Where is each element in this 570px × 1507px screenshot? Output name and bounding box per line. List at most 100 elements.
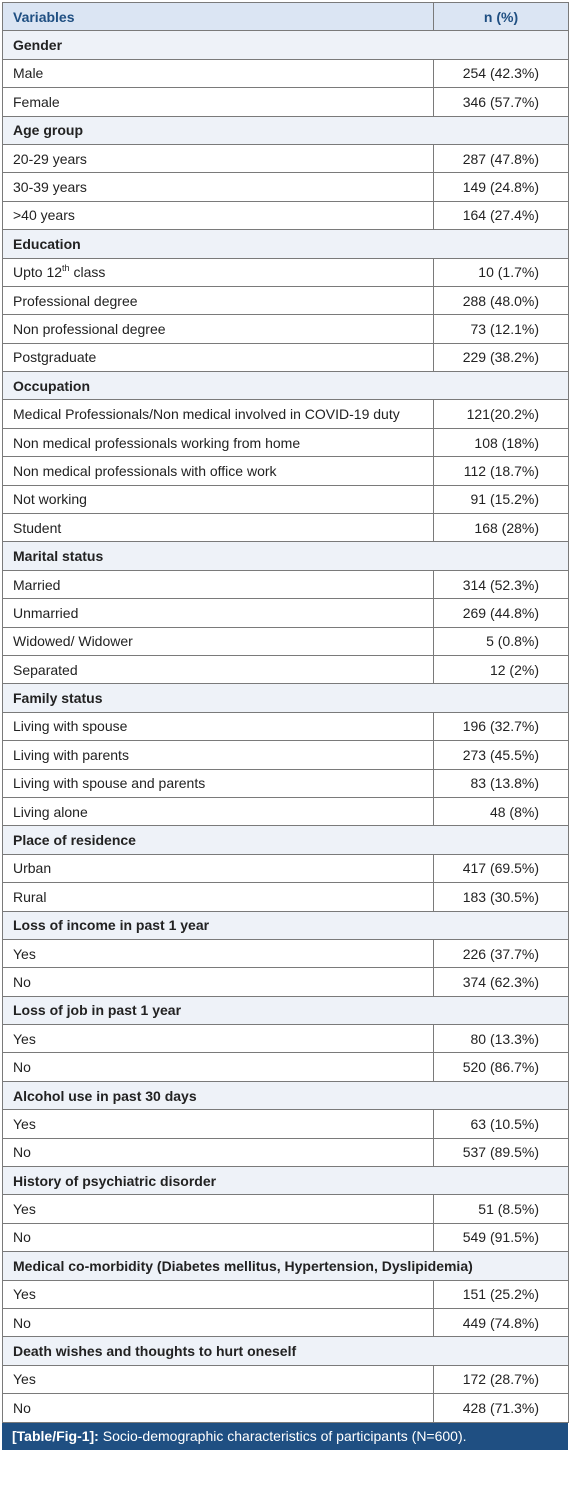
- section-title: Family status: [2, 683, 569, 713]
- table-row: No 537 (89.5%): [2, 1137, 569, 1168]
- count-value: 428 (71.3%): [433, 1393, 569, 1423]
- table-row: Married 314 (52.3%): [2, 569, 569, 600]
- count-value: 549 (91.5%): [433, 1222, 569, 1253]
- section-row: Medical co-morbidity (Diabetes mellitus,…: [2, 1251, 569, 1281]
- count-value: 168 (28%): [433, 513, 569, 543]
- demographics-table: Variables n (%) Gender Male 254 (42.3%) Fem…: [2, 1, 569, 1423]
- table-row: Non medical professionals with office wo…: [2, 456, 569, 486]
- variable-label: Yes: [2, 938, 434, 969]
- count-value: 269 (44.8%): [433, 598, 569, 628]
- section-row: Loss of income in past 1 year: [2, 910, 569, 940]
- count-value: 229 (38.2%): [433, 342, 569, 373]
- count-value: 172 (28.7%): [433, 1364, 569, 1395]
- section-title: Age group: [2, 115, 569, 145]
- table-row: Not working 91 (15.2%): [2, 484, 569, 515]
- variable-label: Living with spouse and parents: [2, 768, 434, 798]
- table-row: Yes 172 (28.7%): [2, 1364, 569, 1395]
- table-row: Non medical professionals working from h…: [2, 427, 569, 458]
- count-value: 346 (57.7%): [433, 87, 569, 117]
- variable-label: Separated: [2, 654, 434, 685]
- section-title: Loss of income in past 1 year: [2, 910, 569, 940]
- section-title: Gender: [2, 30, 569, 60]
- variable-label: Rural: [2, 882, 434, 912]
- variable-label: Unmarried: [2, 598, 434, 628]
- section-title: Education: [2, 229, 569, 259]
- section-row: Loss of job in past 1 year: [2, 995, 569, 1026]
- count-value: 196 (32.7%): [433, 711, 569, 742]
- table-row: Yes 63 (10.5%): [2, 1109, 569, 1139]
- caption-text: Socio-demographic characteristics of par…: [102, 1427, 467, 1444]
- variable-label: Widowed/ Widower: [2, 626, 434, 656]
- section-row: Death wishes and thoughts to hurt onesel…: [2, 1336, 569, 1366]
- count-value: 417 (69.5%): [433, 853, 569, 884]
- count-value: 121(20.2%): [433, 399, 569, 429]
- variable-label: Yes: [2, 1364, 434, 1395]
- table-row: Upto 12th class 10 (1.7%): [2, 257, 569, 287]
- count-value: 314 (52.3%): [433, 569, 569, 600]
- count-value: 63 (10.5%): [433, 1109, 569, 1139]
- table-row: 20-29 years 287 (47.8%): [2, 143, 569, 174]
- table-row: >40 years 164 (27.4%): [2, 200, 569, 231]
- section-row: Occupation: [2, 371, 569, 401]
- header-n-percent: n (%): [433, 1, 569, 32]
- table-row: Yes 80 (13.3%): [2, 1024, 569, 1054]
- table-caption: [Table/Fig-1]: Socio-demographic charact…: [2, 1422, 568, 1450]
- section-title: Death wishes and thoughts to hurt onesel…: [2, 1336, 569, 1366]
- count-value: 5 (0.8%): [433, 626, 569, 656]
- section-title: Loss of job in past 1 year: [2, 995, 569, 1026]
- table-row: Yes 151 (25.2%): [2, 1279, 569, 1309]
- table-row: No 449 (74.8%): [2, 1307, 569, 1338]
- variable-label: Living with spouse: [2, 711, 434, 742]
- count-value: 226 (37.7%): [433, 938, 569, 969]
- table-figure: Variables n (%) Gender Male 254 (42.3%) Fem…: [2, 1, 569, 1450]
- table-row: Rural 183 (30.5%): [2, 882, 569, 912]
- table-row: Living with spouse 196 (32.7%): [2, 711, 569, 742]
- count-value: 164 (27.4%): [433, 200, 569, 231]
- variable-label: No: [2, 1052, 434, 1082]
- variable-label: Non professional degree: [2, 314, 434, 344]
- section-row: Alcohol use in past 30 days: [2, 1080, 569, 1111]
- table-row: Student 168 (28%): [2, 513, 569, 543]
- section-row: Education: [2, 229, 569, 259]
- variable-label: Upto 12th class: [2, 257, 434, 287]
- count-value: 91 (15.2%): [433, 484, 569, 515]
- count-value: 73 (12.1%): [433, 314, 569, 344]
- count-value: 273 (45.5%): [433, 740, 569, 770]
- section-row: Family status: [2, 683, 569, 713]
- variable-label: Living alone: [2, 796, 434, 827]
- variable-label: Female: [2, 87, 434, 117]
- section-title: Alcohol use in past 30 days: [2, 1080, 569, 1111]
- section-title: History of psychiatric disorder: [2, 1166, 569, 1196]
- variable-label: No: [2, 1222, 434, 1253]
- count-value: 83 (13.8%): [433, 768, 569, 798]
- section-row: Gender: [2, 30, 569, 60]
- table-row: No 374 (62.3%): [2, 967, 569, 997]
- section-title: Place of residence: [2, 825, 569, 855]
- table-row: Yes 226 (37.7%): [2, 938, 569, 969]
- variable-label: Yes: [2, 1279, 434, 1309]
- table-row: No 520 (86.7%): [2, 1052, 569, 1082]
- count-value: 48 (8%): [433, 796, 569, 827]
- variable-label: Medical Professionals/Non medical involv…: [2, 399, 434, 429]
- count-value: 537 (89.5%): [433, 1137, 569, 1168]
- variable-label: 20-29 years: [2, 143, 434, 174]
- table-row: Professional degree 288 (48.0%): [2, 285, 569, 316]
- variable-label: Married: [2, 569, 434, 600]
- variable-label: 30-39 years: [2, 172, 434, 202]
- count-value: 112 (18.7%): [433, 456, 569, 486]
- variable-label: Non medical professionals with office wo…: [2, 456, 434, 486]
- count-value: 287 (47.8%): [433, 143, 569, 174]
- count-value: 149 (24.8%): [433, 172, 569, 202]
- count-value: 449 (74.8%): [433, 1307, 569, 1338]
- count-value: 80 (13.3%): [433, 1024, 569, 1054]
- variable-label: No: [2, 1137, 434, 1168]
- variable-label: Yes: [2, 1024, 434, 1054]
- table-row: Yes 51 (8.5%): [2, 1194, 569, 1224]
- variable-label: Male: [2, 58, 434, 89]
- count-value: 10 (1.7%): [433, 257, 569, 287]
- variable-label: No: [2, 1393, 434, 1423]
- table-row: Unmarried 269 (44.8%): [2, 598, 569, 628]
- table-row: Non professional degree 73 (12.1%): [2, 314, 569, 344]
- table-row: Medical Professionals/Non medical involv…: [2, 399, 569, 429]
- section-row: Place of residence: [2, 825, 569, 855]
